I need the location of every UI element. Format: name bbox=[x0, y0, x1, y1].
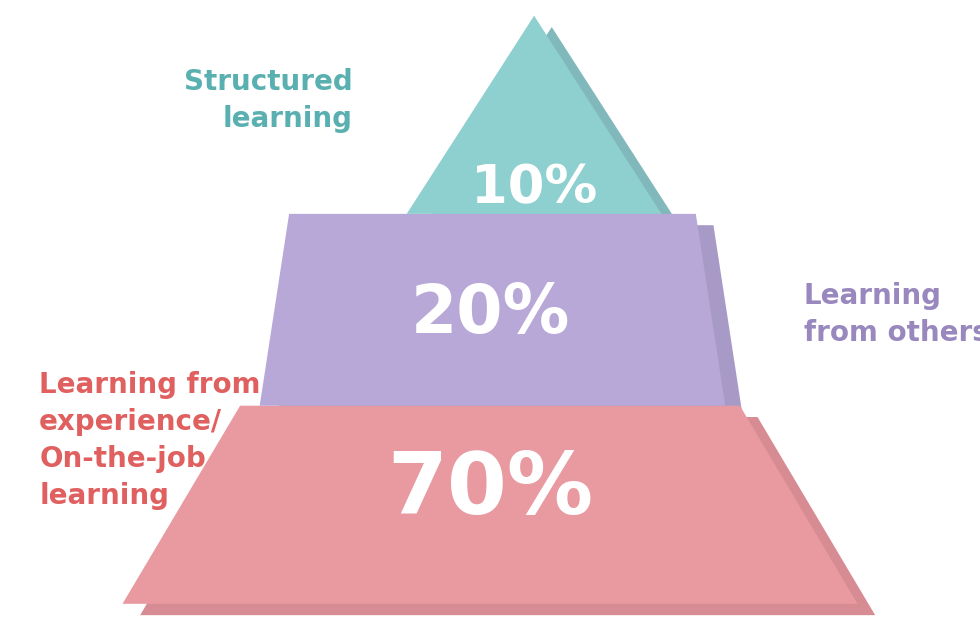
Polygon shape bbox=[140, 417, 875, 615]
Polygon shape bbox=[277, 225, 743, 417]
Text: 10%: 10% bbox=[471, 163, 597, 214]
Text: Learning from
experience/
On-the-job
learning: Learning from experience/ On-the-job lea… bbox=[39, 371, 261, 509]
Text: Learning
from others: Learning from others bbox=[804, 282, 980, 347]
Text: Structured
learning: Structured learning bbox=[184, 68, 353, 133]
Text: 20%: 20% bbox=[411, 282, 569, 347]
Text: 70%: 70% bbox=[387, 449, 593, 532]
Polygon shape bbox=[260, 214, 725, 406]
Polygon shape bbox=[424, 27, 679, 225]
Polygon shape bbox=[407, 16, 662, 214]
Polygon shape bbox=[122, 406, 858, 604]
